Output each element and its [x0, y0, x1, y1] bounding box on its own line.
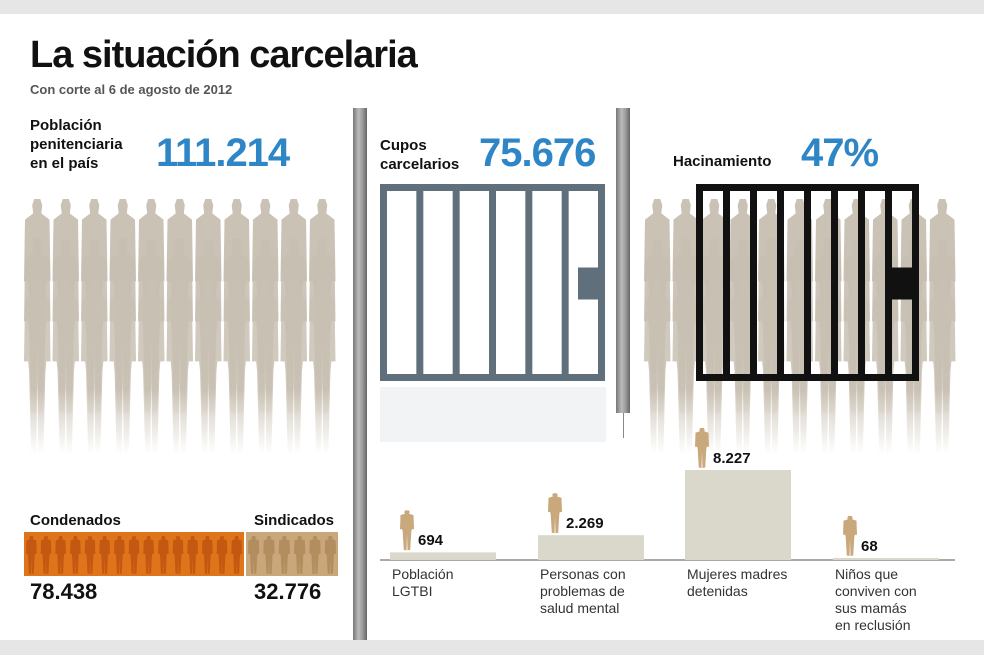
bar-category-label: Población LGTBI: [392, 566, 454, 599]
infographic-canvas: La situación carcelaria Con corte al 6 d…: [0, 14, 984, 640]
cell-lock: [578, 267, 598, 300]
bar-value-label: 2.269: [566, 515, 604, 533]
person-silhouette-icon: [294, 536, 306, 574]
population-label: Población penitenciaria en el país: [30, 116, 123, 173]
sindicados-value: 32.776: [254, 579, 322, 604]
person-icon: [695, 428, 709, 468]
jail-cell-black-icon: [696, 184, 919, 381]
person-silhouette-icon: [40, 536, 52, 574]
bar-value-label: 68: [861, 538, 878, 555]
population-label-line1: Población: [30, 117, 102, 134]
capacity-value: 75.676: [479, 131, 596, 175]
person-silhouette-icon: [263, 536, 275, 574]
person-silhouette-icon: [26, 536, 37, 574]
overcrowding-label: Hacinamiento: [673, 153, 772, 170]
person-silhouette-icon: [70, 536, 81, 574]
bar-chart: 694 Población LGTBI 2.269 Personas con prob…: [0, 14, 984, 640]
sindicados-label: Sindicados: [254, 512, 335, 529]
overcrowding-value: 47%: [801, 131, 879, 175]
person-silhouette-icon: [143, 536, 154, 574]
bar-category-label: Niños que conviven con sus mamás en recl…: [835, 566, 917, 633]
condenados-label: Condenados: [30, 512, 121, 529]
chart-bar: [390, 552, 496, 560]
person-silhouette-icon: [309, 536, 321, 574]
bar-chart-svg: [380, 428, 955, 561]
bar-value-label: 694: [418, 532, 444, 550]
person-silhouette-icon: [216, 536, 228, 574]
person-silhouette-icon: [324, 536, 336, 574]
sindicados-strip: [246, 532, 338, 576]
population-value: 111.214: [156, 131, 290, 175]
capacity-label: Cupos carcelarios: [380, 136, 459, 174]
person-icon: [843, 516, 857, 556]
person-silhouette-icon: [231, 536, 242, 574]
person-silhouette-icon: [248, 536, 260, 574]
chart-bar: [538, 535, 644, 560]
person-silhouette-icon: [55, 536, 66, 574]
divider-pole-left: [353, 108, 367, 640]
person-silhouette-icon: [202, 536, 213, 574]
capacity-label-line2: carcelarios: [380, 156, 460, 173]
bar-category-label: Mujeres madres detenidas: [687, 566, 788, 599]
population-label-line2: penitenciaria: [30, 136, 123, 153]
condenados-value: 78.438: [30, 579, 98, 604]
person-silhouette-icon: [278, 536, 290, 574]
person-silhouette-icon: [84, 536, 96, 574]
pole-line: [623, 413, 624, 438]
person-silhouette-icon: [172, 536, 184, 574]
capacity-label-line1: Cupos: [380, 137, 427, 154]
person-silhouette-icon: [128, 536, 140, 574]
population-label-line3: en el país: [30, 155, 99, 172]
person-icon: [400, 510, 414, 551]
crowd-figures-left: [22, 199, 347, 454]
jail-cell-icon: [380, 184, 606, 442]
page-title: La situación carcelaria: [30, 34, 418, 76]
condenados-strip: [24, 532, 244, 576]
page-subtitle: Con corte al 6 de agosto de 2012: [30, 82, 233, 97]
person-silhouette-icon: [187, 536, 198, 574]
chart-bar: [685, 470, 791, 560]
person-silhouette-icon: [99, 536, 110, 574]
divider-pole-right: [616, 108, 630, 413]
person-silhouette-icon: [114, 536, 125, 574]
bar-category-label: Personas con problemas de salud mental: [540, 566, 626, 616]
cell-lock: [892, 267, 912, 300]
person-icon: [548, 493, 562, 534]
person-silhouette-icon: [158, 536, 169, 574]
bar-value-label: 8.227: [713, 450, 751, 467]
chart-bar: [833, 558, 939, 560]
